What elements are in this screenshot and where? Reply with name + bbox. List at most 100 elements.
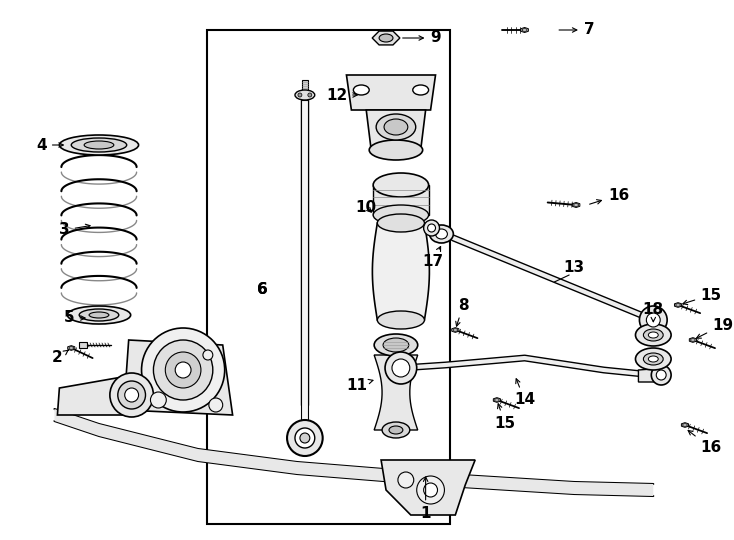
Ellipse shape — [374, 334, 418, 356]
Ellipse shape — [79, 309, 119, 321]
Ellipse shape — [424, 483, 437, 497]
Ellipse shape — [636, 324, 671, 346]
Ellipse shape — [377, 311, 424, 329]
Text: 19: 19 — [697, 318, 733, 338]
Text: 9: 9 — [403, 30, 441, 45]
Text: 1: 1 — [421, 477, 431, 521]
Ellipse shape — [648, 332, 658, 338]
Text: 6: 6 — [257, 282, 268, 298]
Polygon shape — [521, 28, 528, 32]
Text: 12: 12 — [326, 87, 357, 103]
Ellipse shape — [117, 381, 145, 409]
Ellipse shape — [691, 339, 695, 341]
Ellipse shape — [110, 373, 153, 417]
Ellipse shape — [150, 392, 167, 408]
Polygon shape — [124, 340, 233, 415]
Polygon shape — [675, 302, 682, 307]
Ellipse shape — [287, 420, 323, 456]
Text: 16: 16 — [589, 187, 629, 204]
Text: 5: 5 — [64, 310, 85, 326]
Ellipse shape — [417, 476, 444, 504]
Ellipse shape — [639, 306, 667, 334]
Ellipse shape — [300, 433, 310, 443]
Ellipse shape — [203, 350, 213, 360]
Ellipse shape — [389, 426, 403, 434]
Ellipse shape — [636, 348, 671, 370]
Ellipse shape — [573, 204, 578, 206]
Ellipse shape — [379, 34, 393, 42]
Ellipse shape — [413, 85, 429, 95]
Ellipse shape — [68, 306, 131, 324]
Text: 7: 7 — [559, 23, 595, 37]
Text: 14: 14 — [514, 379, 535, 408]
Polygon shape — [381, 460, 475, 515]
Ellipse shape — [676, 303, 680, 306]
Ellipse shape — [382, 422, 410, 438]
Ellipse shape — [495, 399, 499, 401]
Polygon shape — [302, 90, 308, 405]
Ellipse shape — [69, 347, 73, 349]
Text: 3: 3 — [59, 222, 90, 238]
Ellipse shape — [376, 114, 415, 140]
Ellipse shape — [298, 93, 302, 97]
Polygon shape — [346, 75, 435, 110]
Text: 2: 2 — [52, 350, 68, 366]
Ellipse shape — [648, 356, 658, 362]
Ellipse shape — [377, 214, 424, 232]
Ellipse shape — [429, 225, 454, 243]
Text: 6: 6 — [257, 282, 268, 298]
Text: 15: 15 — [494, 404, 515, 430]
Ellipse shape — [89, 312, 109, 318]
Text: 18: 18 — [643, 302, 664, 322]
Polygon shape — [372, 223, 429, 320]
Ellipse shape — [353, 85, 369, 95]
Ellipse shape — [656, 370, 666, 380]
Polygon shape — [373, 185, 429, 215]
Bar — [207, 30, 451, 524]
Polygon shape — [681, 423, 688, 427]
Polygon shape — [573, 202, 580, 207]
Ellipse shape — [644, 329, 664, 341]
Polygon shape — [372, 31, 400, 45]
Text: 17: 17 — [422, 247, 443, 269]
Polygon shape — [54, 409, 653, 496]
Ellipse shape — [392, 359, 410, 377]
Text: 16: 16 — [688, 430, 722, 456]
Polygon shape — [493, 397, 501, 402]
Ellipse shape — [644, 353, 664, 365]
Ellipse shape — [651, 365, 671, 385]
Polygon shape — [689, 338, 697, 342]
Ellipse shape — [384, 119, 408, 135]
Ellipse shape — [125, 388, 139, 402]
Ellipse shape — [435, 229, 448, 239]
Polygon shape — [451, 328, 459, 333]
Ellipse shape — [398, 472, 414, 488]
Ellipse shape — [683, 424, 687, 426]
Text: 10: 10 — [356, 199, 377, 214]
Ellipse shape — [295, 428, 315, 448]
Ellipse shape — [165, 352, 201, 388]
Polygon shape — [68, 346, 75, 350]
Text: 11: 11 — [346, 377, 373, 393]
Ellipse shape — [453, 329, 458, 332]
Ellipse shape — [153, 340, 213, 400]
Polygon shape — [302, 100, 308, 420]
Polygon shape — [302, 80, 308, 90]
Ellipse shape — [424, 220, 440, 236]
Ellipse shape — [142, 328, 225, 412]
Polygon shape — [79, 342, 87, 348]
Polygon shape — [374, 355, 418, 430]
Ellipse shape — [428, 224, 435, 232]
Ellipse shape — [71, 138, 127, 152]
Ellipse shape — [385, 352, 417, 384]
Ellipse shape — [175, 362, 191, 378]
Text: 4: 4 — [36, 138, 63, 152]
Ellipse shape — [209, 398, 222, 412]
Ellipse shape — [369, 140, 423, 160]
Ellipse shape — [308, 93, 312, 97]
Text: 13: 13 — [564, 260, 585, 274]
Ellipse shape — [373, 205, 429, 225]
Ellipse shape — [295, 90, 315, 100]
Polygon shape — [639, 368, 665, 382]
Ellipse shape — [383, 338, 409, 352]
